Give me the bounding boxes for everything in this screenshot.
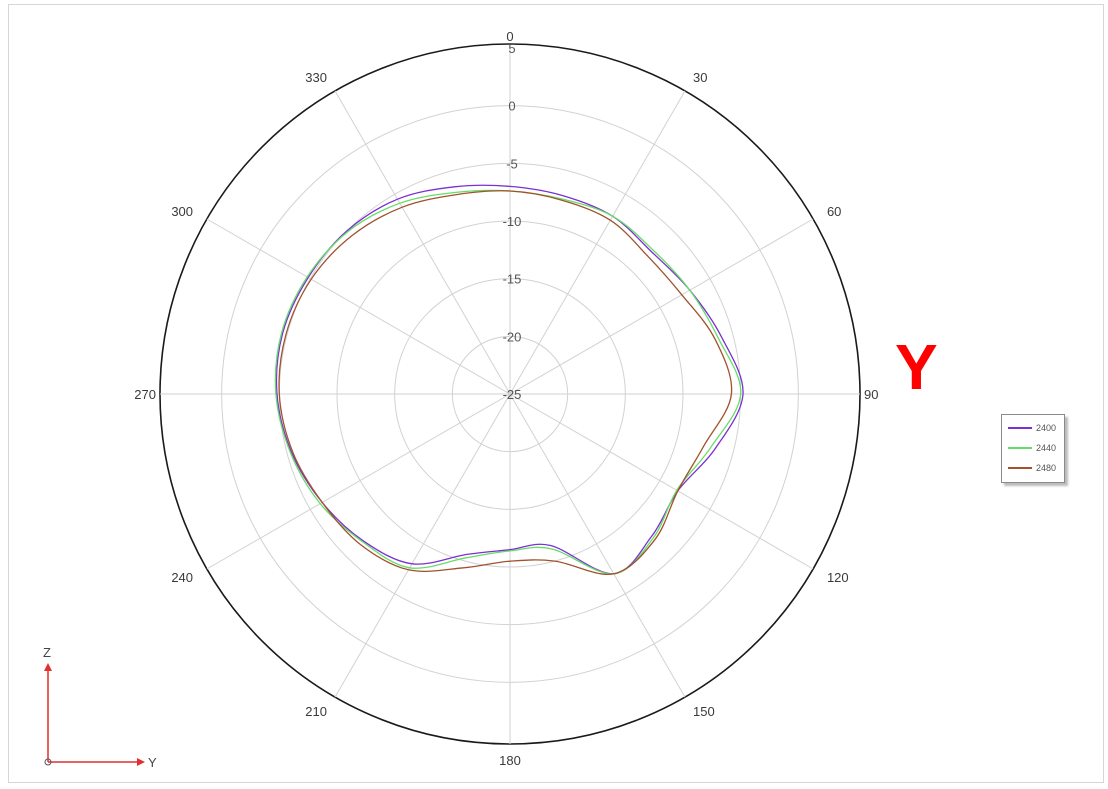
legend-swatch (1008, 447, 1032, 449)
axis-triad: Z Y (43, 645, 157, 770)
angle-label: 210 (305, 704, 327, 719)
angle-label: 330 (305, 70, 327, 85)
origin-icon (44, 758, 52, 766)
radial-label: -15 (503, 272, 522, 287)
angle-label: 240 (171, 570, 193, 585)
radial-label: -10 (503, 214, 522, 229)
angle-label: 270 (134, 387, 156, 402)
plot-panel: 0 30 60 90 120 150 180 210 240 270 300 330 5 0 -5 -10 -1… (8, 4, 1104, 783)
legend-label: 2480 (1036, 463, 1057, 473)
grid-spoke (509, 393, 814, 570)
grid-spoke (509, 393, 686, 698)
y-axis-label: Y (148, 755, 157, 770)
radial-label: -20 (503, 329, 522, 344)
grid-spoke (334, 90, 511, 395)
radial-label: -5 (506, 156, 518, 171)
radial-label: 0 (508, 99, 515, 114)
z-axis-label: Z (43, 645, 51, 660)
grid-spoke (509, 218, 814, 395)
series-line-2440 (274, 189, 742, 575)
angle-label: 60 (827, 204, 841, 219)
polar-grid (159, 43, 861, 745)
radial-label: -25 (503, 387, 522, 402)
polar-chart: 030609012015018021024027030033050-5-10-1… (43, 29, 878, 770)
radial-label: 5 (508, 41, 515, 56)
angle-label: 300 (171, 204, 193, 219)
plane-label: Y (895, 331, 938, 403)
angle-label: 90 (864, 387, 878, 402)
angle-label: 30 (693, 70, 707, 85)
legend-item: 2440 (1008, 441, 1064, 455)
legend-swatch (1008, 427, 1032, 429)
legend-label: 2440 (1036, 443, 1057, 453)
angle-label: 120 (827, 570, 849, 585)
angle-label: 150 (693, 704, 715, 719)
legend-label: 2400 (1036, 423, 1057, 433)
series-layer (274, 184, 744, 576)
z-axis-arrow-icon (44, 663, 52, 671)
legend: 2400 2440 2480 (1001, 414, 1065, 483)
chart-labels: 030609012015018021024027030033050-5-10-1… (134, 29, 878, 768)
grid-spoke (509, 90, 686, 395)
angle-label: 180 (499, 753, 521, 768)
series-line-2480 (278, 190, 733, 576)
grid-spoke (206, 393, 511, 570)
legend-item: 2400 (1008, 421, 1064, 435)
grid-spoke (334, 393, 511, 698)
legend-swatch (1008, 467, 1032, 469)
y-axis-arrow-icon (137, 758, 145, 766)
angle-label: 0 (506, 29, 513, 44)
grid-spoke (206, 218, 511, 395)
legend-item: 2480 (1008, 461, 1064, 475)
